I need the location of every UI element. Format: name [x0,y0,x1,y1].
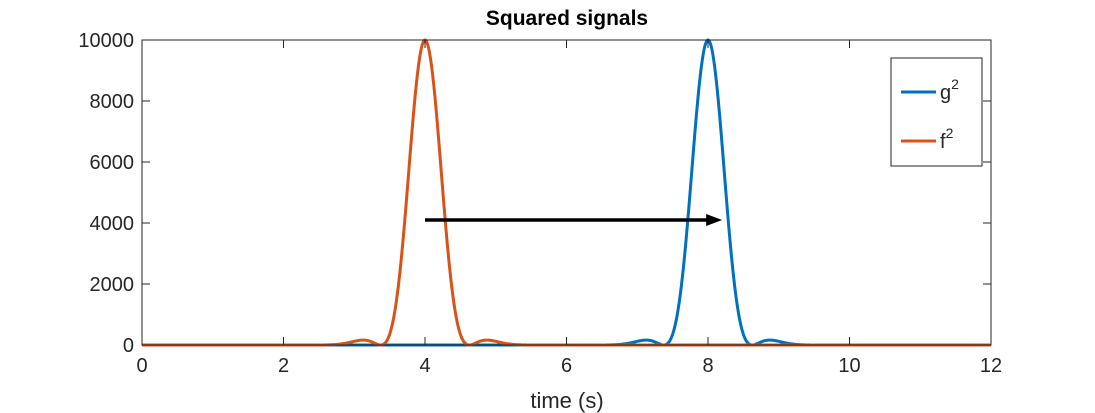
x-tick-label: 6 [561,355,572,377]
y-tick-label: 8000 [90,91,135,113]
y-tick-label: 0 [123,335,134,357]
y-tick-label: 4000 [90,213,135,235]
x-tick-label: 8 [702,355,713,377]
legend-box [890,57,983,167]
axes: 0 2 4 6 8 10 12 0 2000 4000 6000 8000 10000 [78,30,1002,377]
chart-title: Squared signals [486,7,648,30]
x-axis-title: time (s) [530,388,603,413]
plot-area [142,38,991,347]
y-tick-label: 10000 [78,30,134,52]
arrow-head [706,213,723,226]
series-line-f [142,38,991,347]
x-tick-label: 2 [278,355,289,377]
y-tick-label: 6000 [90,152,135,174]
series-line-g [142,38,991,347]
x-tick-label: 4 [419,355,430,377]
x-tick-label: 0 [136,355,147,377]
x-tick-label: 10 [838,355,860,377]
x-tick-label: 12 [980,355,1002,377]
axes-box [141,39,992,346]
y-tick-label: 2000 [90,274,135,296]
